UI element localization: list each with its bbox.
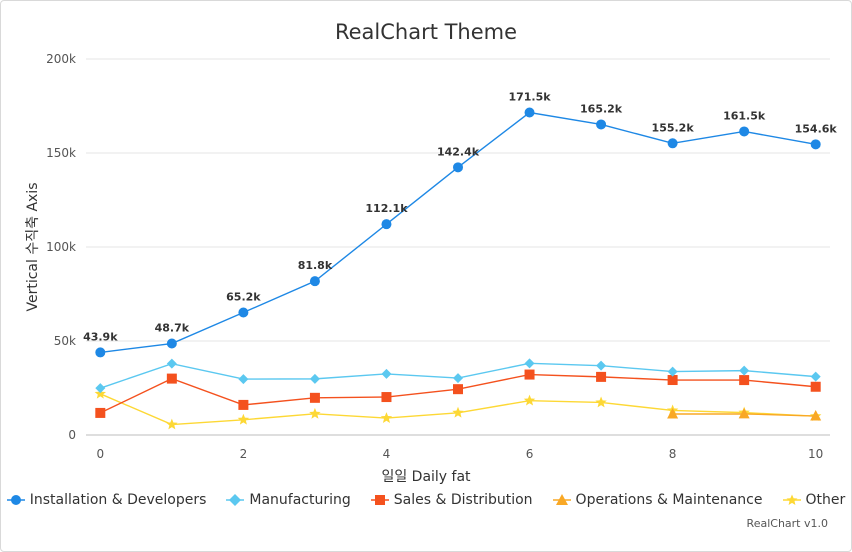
data-point-diamond[interactable]	[95, 383, 106, 394]
legend-item-installation[interactable]: Installation & Developers	[6, 492, 207, 508]
x-tick-label: 2	[240, 447, 248, 461]
data-point-triangle[interactable]	[667, 408, 679, 419]
data-label: 43.9k	[83, 330, 118, 343]
data-point-circle[interactable]	[381, 219, 392, 230]
chart-title: RealChart Theme	[334, 20, 518, 44]
data-point-triangle[interactable]	[810, 410, 822, 421]
data-label: 142.4k	[437, 145, 480, 158]
x-tick-label: 8	[669, 447, 677, 461]
data-point-star[interactable]	[595, 396, 607, 408]
data-point-circle[interactable]	[667, 138, 678, 149]
series-group	[95, 369, 821, 418]
data-point-diamond[interactable]	[309, 373, 320, 384]
y-tick-label: 100k	[46, 240, 76, 254]
data-point-square[interactable]	[524, 369, 535, 380]
legend-item-operations[interactable]: Operations & Maintenance	[552, 492, 763, 508]
y-tick-label: 200k	[46, 52, 76, 66]
series-group	[95, 358, 821, 394]
data-point-circle[interactable]	[596, 119, 607, 130]
legend-marker-diamond-icon	[226, 494, 245, 506]
data-point-diamond[interactable]	[166, 358, 177, 369]
legend-label: Other	[805, 492, 846, 508]
data-label: 165.2k	[580, 102, 623, 115]
data-point-square[interactable]	[309, 392, 320, 403]
x-axis-title: 일일 Daily fat	[381, 469, 471, 485]
data-point-diamond[interactable]	[667, 366, 678, 377]
legend-label: Installation & Developers	[29, 492, 207, 508]
data-point-star[interactable]	[380, 412, 393, 423]
data-point-star[interactable]	[523, 394, 536, 406]
legend-label: Sales & Distribution	[393, 492, 533, 508]
series-group: 43.9k 48.7k 65.2k 81.8k 112.1k 142.4k 171.5k 16…	[83, 91, 837, 358]
x-tick-label: 4	[383, 447, 391, 461]
data-point-star[interactable]	[166, 418, 178, 430]
x-tick-label: 0	[96, 447, 104, 461]
series-group	[667, 407, 822, 421]
x-tick-label: 10	[808, 447, 823, 461]
legend-item-other[interactable]: Other	[782, 492, 846, 508]
data-point-circle[interactable]	[524, 107, 535, 118]
legend-marker-star-icon	[782, 494, 801, 505]
data-point-square[interactable]	[667, 375, 678, 386]
data-point-square[interactable]	[166, 373, 177, 384]
data-point-square[interactable]	[381, 392, 392, 403]
data-point-star[interactable]	[309, 407, 321, 419]
data-point-circle[interactable]	[95, 347, 106, 358]
data-point-diamond[interactable]	[810, 371, 821, 382]
legend-marker-triangle-icon	[552, 494, 571, 505]
legend-marker-circle-icon	[6, 495, 25, 505]
data-point-star[interactable]	[237, 413, 250, 425]
data-point-diamond[interactable]	[381, 368, 392, 379]
y-tick-label: 50k	[54, 334, 76, 348]
data-label: 154.6k	[795, 122, 838, 135]
data-point-triangle[interactable]	[738, 407, 750, 419]
data-point-star[interactable]	[452, 406, 464, 418]
data-point-square[interactable]	[238, 399, 249, 410]
data-label: 48.7k	[155, 322, 190, 335]
legend-marker-square-icon	[370, 495, 389, 505]
data-point-square[interactable]	[810, 381, 821, 392]
credits-label[interactable]: RealChart v1.0	[746, 517, 828, 530]
legend-item-sales[interactable]: Sales & Distribution	[370, 492, 533, 508]
data-point-star[interactable]	[94, 387, 107, 399]
x-tick-label: 6	[526, 447, 534, 461]
data-point-circle[interactable]	[739, 126, 750, 137]
data-point-diamond[interactable]	[739, 365, 750, 376]
data-label: 65.2k	[226, 290, 261, 303]
data-label: 161.5k	[723, 109, 766, 122]
data-point-diamond[interactable]	[524, 358, 535, 369]
data-point-square[interactable]	[739, 375, 750, 386]
legend-label: Manufacturing	[249, 492, 351, 508]
data-label: 171.5k	[508, 91, 551, 104]
y-tick-label: 0	[68, 428, 76, 442]
data-point-circle[interactable]	[238, 307, 249, 318]
data-point-diamond[interactable]	[238, 374, 249, 385]
data-point-circle[interactable]	[453, 162, 463, 173]
data-label: 112.1k	[365, 202, 408, 215]
data-point-diamond[interactable]	[453, 373, 463, 384]
data-point-square[interactable]	[453, 384, 463, 395]
data-label: 81.8k	[298, 259, 333, 272]
data-point-square[interactable]	[596, 371, 607, 382]
data-label: 155.2k	[652, 121, 695, 134]
data-point-square[interactable]	[95, 407, 106, 418]
y-tick-label: 150k	[46, 146, 76, 160]
data-point-diamond[interactable]	[596, 360, 607, 371]
data-point-circle[interactable]	[166, 338, 177, 349]
data-point-circle[interactable]	[309, 276, 320, 287]
data-point-circle[interactable]	[810, 139, 821, 150]
legend-label: Operations & Maintenance	[575, 492, 763, 508]
legend: Installation & Developers Manufacturing …	[0, 492, 852, 508]
legend-item-manufacturing[interactable]: Manufacturing	[226, 492, 351, 508]
